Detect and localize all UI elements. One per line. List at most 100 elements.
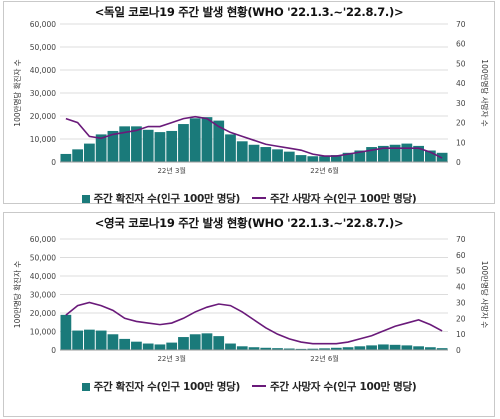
deaths-line <box>65 115 443 159</box>
y2-tick-label: 40 <box>456 283 466 292</box>
y-axis-label: 100만명당 확진자 수 <box>12 59 22 126</box>
bar <box>189 118 201 162</box>
chart-title: <영국 코로나19 주간 발생 현황(WHO '22.1.3.~'22.8.7.… <box>94 216 404 230</box>
y-tick-label: 0 <box>51 158 56 167</box>
bar <box>330 347 342 350</box>
bar <box>366 345 377 350</box>
bar <box>213 120 225 162</box>
y-tick-label: 50,000 <box>30 254 56 263</box>
bar <box>436 348 448 350</box>
germany-chart-panel: <독일 코로나19 주간 발생 현황(WHO '22.1.3.~'22.8.7.… <box>3 1 495 206</box>
bar <box>166 342 178 350</box>
bar <box>236 141 248 162</box>
bar <box>131 341 142 350</box>
bar <box>389 344 401 350</box>
chart-legend: 주간 확진자 수(인구 100만 명당) 주간 사망자 수(인구 100만 명당) <box>4 191 494 206</box>
bar <box>401 143 413 162</box>
legend-bar-swatch <box>81 195 90 203</box>
x-tick-label: 22년 6월 <box>310 354 338 363</box>
uk-chart: 0 10,000 20,000 30,000 40,000 50,000 60,000 0 10… <box>12 235 490 363</box>
bar <box>95 134 107 162</box>
bar <box>260 147 272 162</box>
bar <box>154 132 166 162</box>
bar <box>72 330 84 350</box>
legend-bar-label: 주간 확진자 수(인구 100만 명당) <box>93 193 241 205</box>
y-tick-label: 40,000 <box>30 272 56 281</box>
bar <box>283 151 295 162</box>
bar <box>142 343 154 350</box>
y2-tick-label: 0 <box>456 346 461 355</box>
y-tick-label: 50,000 <box>30 43 56 52</box>
bar <box>401 345 413 350</box>
germany-chart: 0 10,000 20,000 30,000 40,000 50,000 60,000 0 10… <box>12 20 490 175</box>
bar <box>295 155 307 162</box>
bar <box>354 150 366 162</box>
bar <box>201 117 213 162</box>
y-tick-label: 60,000 <box>30 20 56 29</box>
bar <box>201 333 213 350</box>
uk-chart-panel: <영국 코로나19 주간 발생 현황(WHO '22.1.3.~'22.8.7.… <box>3 212 495 417</box>
bar <box>84 143 95 162</box>
bar <box>60 314 72 350</box>
bar <box>377 344 389 350</box>
bar <box>389 144 401 162</box>
legend-line-swatch <box>252 385 266 387</box>
bar <box>307 156 319 162</box>
bar <box>272 348 283 350</box>
bar <box>319 156 330 162</box>
y2-tick-label: 10 <box>456 330 466 339</box>
bar <box>295 348 307 350</box>
y2-tick-label: 40 <box>456 79 466 88</box>
legend-bar-swatch <box>81 383 90 391</box>
legend-line-label: 주간 사망자 수(인구 100만 명당) <box>270 193 417 205</box>
chart-legend: 주간 확진자 수(인구 100만 명당) 주간 사망자 수(인구 100만 명당) <box>4 379 494 394</box>
bar <box>319 348 330 350</box>
bar <box>166 130 178 162</box>
bar <box>272 149 283 162</box>
bar <box>330 155 342 162</box>
y2-tick-label: 50 <box>456 59 466 68</box>
deaths-line <box>65 301 443 345</box>
bar <box>248 347 260 350</box>
y-tick-label: 30,000 <box>30 89 56 98</box>
x-tick-label: 22년 3월 <box>157 354 185 363</box>
y2-tick-label: 20 <box>456 119 466 128</box>
bar <box>178 337 189 350</box>
y2-tick-label: 50 <box>456 267 466 276</box>
bar <box>424 347 436 350</box>
bar <box>178 124 189 162</box>
y-tick-label: 40,000 <box>30 66 56 75</box>
bar <box>413 145 424 162</box>
chart-title: <독일 코로나19 주간 발생 현황(WHO '22.1.3.~'22.8.7.… <box>94 5 404 19</box>
legend-line-label: 주간 사망자 수(인구 100만 명당) <box>270 381 417 393</box>
y2-tick-label: 0 <box>456 158 461 167</box>
bar <box>283 348 295 350</box>
y-tick-label: 0 <box>51 346 56 355</box>
y-tick-label: 60,000 <box>30 235 56 244</box>
bar <box>84 329 95 350</box>
y-tick-label: 30,000 <box>30 291 56 300</box>
bar <box>354 346 366 350</box>
bar <box>342 152 354 162</box>
bar <box>225 343 236 350</box>
y-tick-label: 10,000 <box>30 135 56 144</box>
bar <box>189 334 201 350</box>
bar <box>60 153 72 162</box>
bar <box>236 346 248 350</box>
y2-tick-label: 10 <box>456 138 466 147</box>
bar <box>95 330 107 350</box>
legend-bar-label: 주간 확진자 수(인구 100만 명당) <box>93 381 241 393</box>
y2-axis-label: 100만명당 사망자 수 <box>480 59 490 126</box>
x-tick-label: 22년 3월 <box>157 166 185 175</box>
y2-tick-label: 20 <box>456 314 466 323</box>
y2-tick-label: 30 <box>456 99 466 108</box>
bar <box>107 130 119 162</box>
bar <box>142 129 154 162</box>
bar <box>131 126 142 162</box>
bar <box>248 144 260 162</box>
y-tick-label: 20,000 <box>30 309 56 318</box>
y2-axis-label: 100만명당 사망자 수 <box>480 261 490 328</box>
y-axis-label: 100만명당 확진자 수 <box>12 261 22 328</box>
y2-tick-label: 30 <box>456 298 466 307</box>
bar <box>119 338 131 350</box>
